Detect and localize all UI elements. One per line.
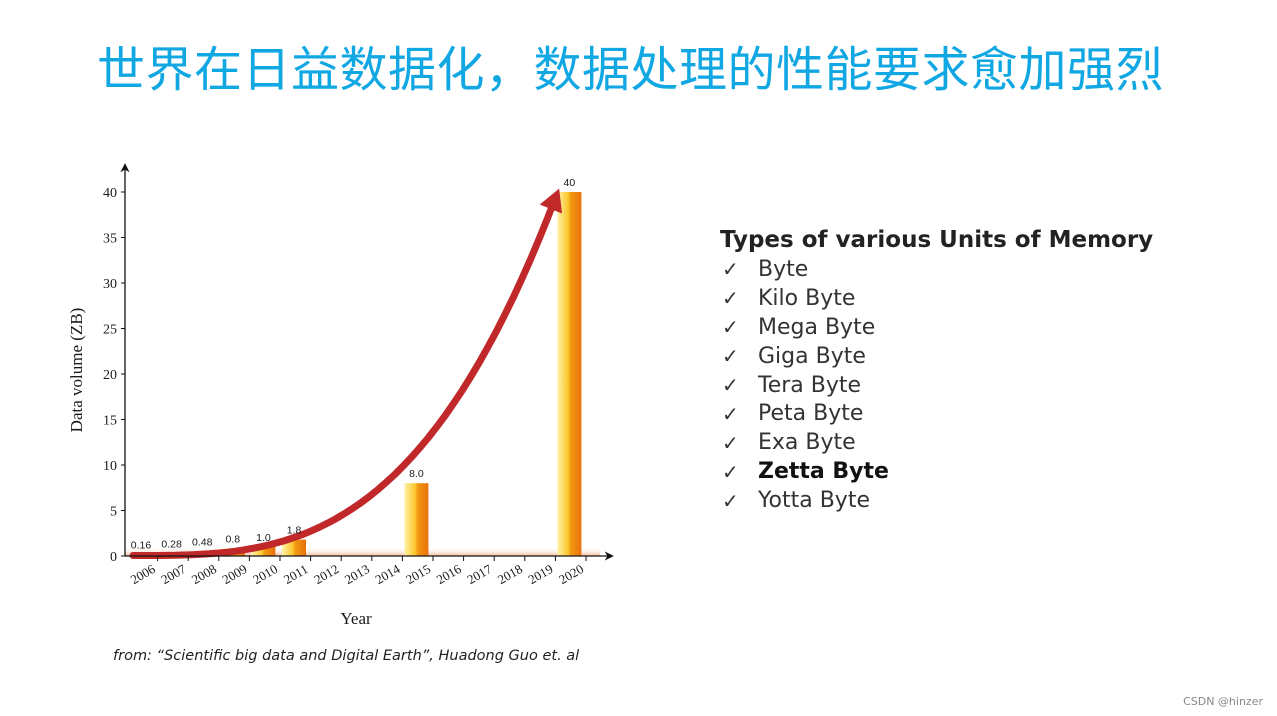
check-icon: ✓ (722, 459, 739, 484)
data-label-2006: 0.16 (131, 540, 152, 552)
check-icon: ✓ (722, 401, 739, 426)
memory-units-list: ✓ Byte ✓ Kilo Byte ✓ Mega Byte ✓ Giga Byte ✓… (720, 255, 1240, 515)
y-tick-label: 20 (103, 368, 117, 383)
data-label-2007: 0.28 (161, 538, 182, 550)
data-label-2015: 8.0 (409, 468, 424, 480)
memory-unit-label: Kilo Byte (758, 285, 856, 311)
x-tick-label: 2018 (495, 561, 525, 587)
x-tick-label: 2013 (342, 561, 372, 587)
bar-2011 (282, 539, 306, 556)
source-citation: from: “Scientific big data and Digital E… (113, 648, 580, 664)
x-tick-label: 2015 (403, 561, 433, 587)
memory-unit-label: Zetta Byte (758, 459, 889, 485)
data-label-2010: 1.0 (256, 532, 271, 544)
trend-arrow-head (539, 188, 563, 214)
data-label-2011: 1.8 (287, 525, 302, 537)
y-axis-title: Data volume (ZB) (67, 308, 86, 433)
x-tick-label: 2019 (526, 561, 556, 587)
check-icon: ✓ (722, 430, 739, 455)
data-label-2008: 0.48 (192, 537, 213, 549)
y-tick-label: 10 (103, 459, 117, 474)
memory-units-heading: Types of various Units of Memory (720, 227, 1154, 253)
trend-arrow-line (129, 194, 559, 559)
data-label-2009: 0.8 (225, 534, 240, 546)
y-tick-label: 40 (103, 186, 117, 201)
y-tick-label: 25 (103, 323, 117, 338)
chart-base-band (125, 547, 600, 556)
data-label-2020: 40 (564, 177, 576, 189)
memory-unit-label: Exa Byte (758, 430, 856, 456)
x-tick-label: 2008 (189, 561, 219, 587)
slide-title: 世界在日益数据化，数据处理的性能要求愈加强烈 (97, 42, 1165, 98)
check-icon: ✓ (722, 257, 739, 282)
x-tick-label: 2020 (556, 561, 586, 587)
bar-2015 (404, 483, 429, 556)
y-tick-label: 0 (110, 550, 117, 565)
x-tick-label: 2010 (250, 561, 280, 587)
check-icon: ✓ (722, 286, 739, 311)
data-volume-chart: 0.16 0.28 0.48 0.8 1.0 1.8 8.0 40 0 5 10 15 20 25 30 35… (67, 163, 614, 628)
list-item: ✓ Mega Byte (720, 313, 1240, 342)
list-item: ✓ Peta Byte (720, 399, 1240, 428)
list-item: ✓ Yotta Byte (720, 486, 1240, 515)
memory-units-panel: Types of various Units of Memory ✓ Byte ✓… (720, 225, 1240, 515)
list-item: ✓ Byte (720, 255, 1240, 284)
check-icon: ✓ (722, 373, 739, 397)
x-tick-label: 2009 (220, 561, 250, 587)
x-axis-title: Year (340, 609, 372, 628)
list-item: ✓ Zetta Byte (720, 457, 1240, 486)
memory-unit-label: Tera Byte (758, 372, 862, 398)
x-tick-label: 2011 (281, 561, 311, 587)
check-icon: ✓ (722, 315, 739, 340)
check-icon: ✓ (722, 344, 739, 369)
y-tick-label: 15 (103, 414, 117, 429)
memory-unit-label: Mega Byte (758, 314, 876, 340)
list-item: ✓ Kilo Byte (720, 284, 1240, 313)
list-item: ✓ Tera Byte (720, 371, 1240, 400)
x-tick-label: 2006 (128, 561, 158, 587)
memory-unit-label: Byte (758, 256, 809, 282)
y-tick-label: 35 (103, 232, 117, 247)
bar-2010 (251, 546, 276, 556)
x-tick-label: 2017 (464, 561, 494, 587)
memory-unit-label: Peta Byte (758, 401, 864, 427)
x-tick-label: 2016 (434, 561, 464, 587)
check-icon: ✓ (722, 488, 739, 513)
y-tick-label: 30 (103, 277, 117, 292)
y-tick-label: 5 (110, 505, 117, 520)
list-item: ✓ Giga Byte (720, 342, 1240, 371)
x-tick-label: 2007 (158, 561, 188, 587)
watermark: CSDN @hinzer (1183, 695, 1263, 708)
x-tick-label: 2014 (373, 561, 403, 587)
list-item: ✓ Exa Byte (720, 428, 1240, 457)
x-tick-label: 2012 (311, 561, 341, 587)
bar-2020 (557, 192, 582, 556)
memory-unit-label: Giga Byte (758, 343, 866, 369)
memory-unit-label: Yotta Byte (758, 488, 870, 514)
